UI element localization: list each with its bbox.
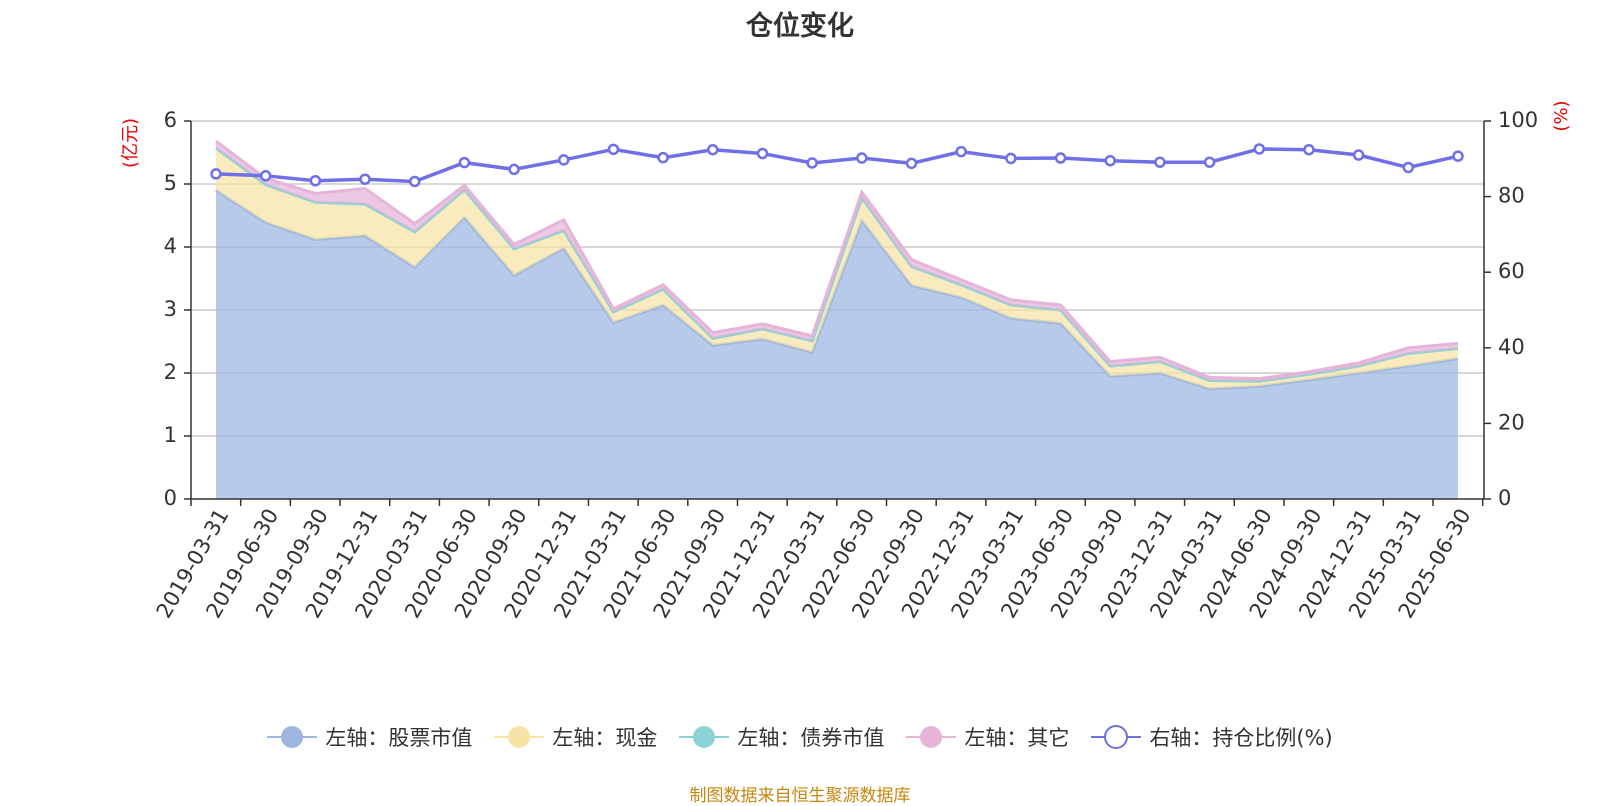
ratio-point bbox=[856, 152, 868, 164]
legend-item-3[interactable]: 左轴：其它 bbox=[906, 722, 1069, 752]
ratio-point bbox=[905, 157, 918, 170]
right-tick-label: 80 bbox=[1498, 184, 1525, 208]
position-ratio-line bbox=[210, 143, 1464, 188]
stacked-areas bbox=[215, 139, 1459, 500]
right-tick-label: 20 bbox=[1498, 410, 1525, 434]
ratio-point bbox=[558, 154, 570, 166]
ratio-point bbox=[1104, 154, 1116, 167]
left-tick-label: 1 bbox=[164, 423, 177, 447]
right-axis-unit: (%) bbox=[1551, 100, 1572, 131]
legend-symbol-icon bbox=[267, 726, 318, 748]
ratio-point bbox=[756, 147, 769, 160]
left-tick-label: 0 bbox=[164, 486, 177, 510]
legend-symbol-icon bbox=[1091, 725, 1142, 749]
ratio-point bbox=[1253, 143, 1266, 155]
ratio-point bbox=[707, 143, 719, 156]
ratio-point bbox=[1352, 149, 1365, 161]
legend-item-0[interactable]: 左轴：股票市值 bbox=[267, 722, 472, 752]
ratio-point bbox=[1402, 161, 1415, 174]
legend: 左轴：股票市值 左轴：现金 左轴：债券市值 左轴：其它 右轴：持仓比例(%) bbox=[0, 722, 1600, 752]
legend-symbol-icon bbox=[906, 726, 957, 748]
right-tick-label: 40 bbox=[1498, 335, 1525, 359]
ratio-point bbox=[1005, 152, 1017, 165]
ratio-point bbox=[259, 170, 272, 182]
left-tick-label: 4 bbox=[164, 234, 177, 258]
ratio-point bbox=[359, 173, 371, 185]
ratio-point bbox=[806, 157, 818, 169]
area-edge-3 bbox=[215, 139, 1459, 381]
legend-label: 左轴：债券市值 bbox=[737, 726, 885, 750]
right-tick-label: 60 bbox=[1498, 259, 1525, 283]
left-tick-label: 5 bbox=[164, 171, 177, 195]
chart-title: 仓位变化 bbox=[746, 11, 854, 42]
ratio-line bbox=[215, 147, 1459, 184]
legend-symbol-icon bbox=[494, 726, 545, 748]
ratio-point bbox=[1154, 156, 1166, 168]
ratio-point bbox=[1303, 143, 1315, 156]
ratio-point bbox=[607, 143, 620, 156]
ratio-point bbox=[1203, 156, 1216, 168]
ratio-point bbox=[955, 145, 967, 158]
left-tick-label: 2 bbox=[164, 360, 177, 384]
left-tick-label: 3 bbox=[164, 297, 177, 321]
ratio-point bbox=[1452, 150, 1464, 162]
legend-label: 左轴：其它 bbox=[964, 726, 1070, 750]
ratio-point bbox=[508, 163, 520, 176]
legend-label: 右轴：持仓比例(%) bbox=[1149, 726, 1333, 750]
legend-item-4[interactable]: 右轴：持仓比例(%) bbox=[1091, 722, 1333, 752]
ratio-point bbox=[1054, 152, 1067, 164]
ratio-point bbox=[309, 174, 322, 187]
legend-label: 左轴：现金 bbox=[552, 726, 658, 750]
legend-item-2[interactable]: 左轴：债券市值 bbox=[679, 722, 884, 752]
ratio-point bbox=[657, 151, 669, 164]
area-series-0 bbox=[216, 190, 1458, 500]
source-note: 制图数据来自恒生聚源数据库 bbox=[689, 786, 911, 806]
left-tick-label: 6 bbox=[164, 108, 177, 132]
legend-item-1[interactable]: 左轴：现金 bbox=[494, 722, 657, 752]
ratio-point bbox=[210, 168, 222, 180]
legend-symbol-icon bbox=[679, 726, 730, 748]
ratio-point bbox=[408, 175, 421, 188]
left-axis-unit: (亿元) bbox=[120, 118, 141, 168]
legend-label: 左轴：股票市值 bbox=[325, 726, 473, 750]
right-tick-label: 0 bbox=[1498, 486, 1511, 510]
right-tick-label: 100 bbox=[1498, 108, 1538, 132]
ratio-point bbox=[458, 156, 471, 169]
